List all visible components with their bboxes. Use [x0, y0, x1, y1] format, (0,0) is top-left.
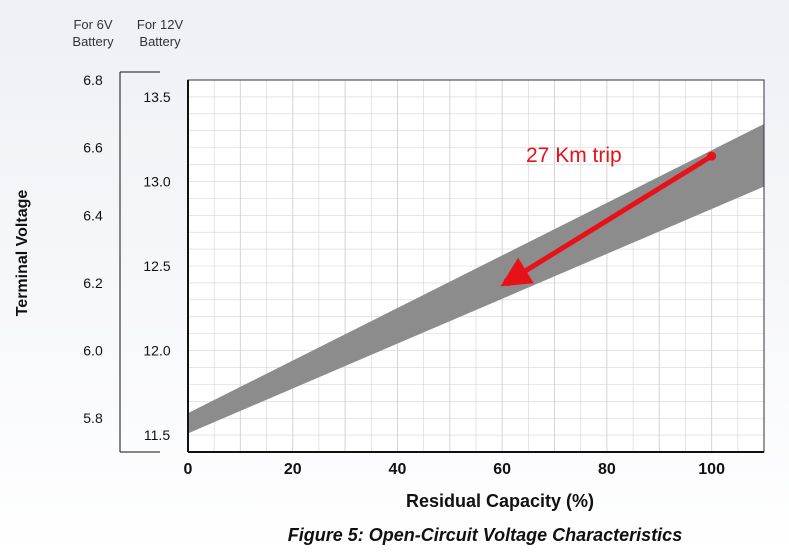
x-tick-label: 0	[184, 461, 193, 478]
x-axis-label: Residual Capacity (%)	[405, 491, 595, 511]
y-tick-label-12v: 12.0	[143, 343, 170, 359]
x-tick-label: 20	[284, 461, 302, 478]
y-tick-label-6v: 6.6	[83, 140, 103, 156]
header-6v-battery: For 6V Battery	[62, 16, 124, 50]
header-12v-battery: For 12V Battery	[128, 16, 192, 50]
header-6v-line1: For 6V	[73, 17, 113, 32]
header-12v-line1: For 12V	[136, 17, 184, 32]
y-tick-label-6v: 5.8	[83, 410, 103, 426]
x-tick-label: 80	[598, 461, 616, 478]
header-6v-line2: Battery	[72, 34, 114, 49]
trip-start-point	[707, 151, 717, 161]
y-tick-label-12v: 12.5	[143, 258, 170, 274]
y-tick-label-12v: 13.5	[143, 89, 170, 105]
y-tick-label-6v: 6.4	[83, 207, 103, 223]
y-tick-label-6v: 6.0	[83, 343, 103, 359]
trip-arrow	[500, 153, 713, 287]
trip-annotation-label: 27 Km trip	[526, 144, 622, 167]
y-tick-label-6v: 6.8	[83, 72, 103, 88]
y-tick-label-12v: 11.5	[144, 427, 170, 443]
x-tick-label: 40	[389, 461, 407, 478]
figure-caption: Figure 5: Open-Circuit Voltage Character…	[287, 525, 683, 545]
y-tick-label-6v: 6.2	[83, 275, 103, 291]
trip-end-point	[503, 277, 513, 287]
x-tick-label: 100	[698, 461, 725, 478]
voltage-band	[188, 123, 764, 434]
y-axis-label: Terminal Voltage	[14, 189, 31, 317]
y-tick-label-12v: 13.0	[143, 173, 170, 189]
header-12v-line2: Battery	[139, 34, 181, 49]
x-tick-label: 60	[493, 461, 511, 478]
